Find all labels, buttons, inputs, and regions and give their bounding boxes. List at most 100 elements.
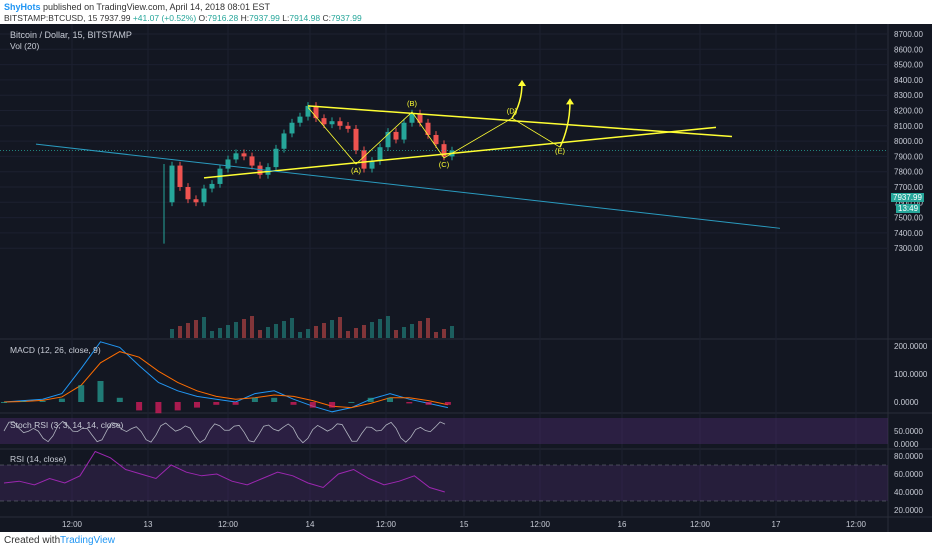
x-tick-label-3: 14 — [306, 520, 315, 529]
x-tick-label-2: 12:00 — [218, 520, 239, 529]
volume-bar — [354, 328, 358, 338]
x-tick-label-0: 12:00 — [62, 520, 83, 529]
macd-histogram-bar — [444, 402, 451, 405]
publish-line: ShyHots published on TradingView.com, Ap… — [4, 2, 270, 12]
candle-body — [409, 113, 415, 123]
volume-bar — [402, 327, 406, 338]
macd-signal-line — [3, 351, 449, 409]
price-tick-label-9: 7800.00 — [894, 168, 923, 177]
candle-body — [369, 160, 375, 169]
publish-info: published on TradingView.com, April 14, … — [43, 2, 271, 12]
candle-body — [313, 105, 319, 119]
volume-bar — [178, 326, 182, 338]
macd-histogram-bar — [348, 402, 355, 403]
last-price: 7937.99 — [99, 13, 131, 23]
arrow-d-shaft — [511, 82, 523, 119]
trendline-lower — [203, 126, 717, 179]
x-tick-label-4: 12:00 — [376, 520, 397, 529]
chart-area[interactable]: (A) (B) (C) (D) (E) 8700.00 8600.00 8500.00 840… — [0, 24, 932, 532]
volume-bar — [306, 329, 310, 338]
candle-body — [241, 153, 247, 157]
close-label: C: — [322, 13, 331, 23]
open-value: 7916.28 — [207, 13, 239, 23]
close-value: 7937.99 — [330, 13, 362, 23]
volume-bar — [418, 321, 422, 338]
x-tick-label-1: 13 — [144, 520, 153, 529]
wave-label-1: (B) — [407, 99, 418, 108]
candle-body — [329, 121, 335, 125]
candle-body — [393, 131, 399, 140]
macd-histogram-bar — [194, 402, 200, 408]
candle-body — [177, 165, 183, 187]
rsi-tick-label-3: 20.0000 — [894, 506, 923, 515]
macd-histogram-bar — [290, 402, 297, 405]
wave-label-0: (A) — [351, 166, 362, 175]
macd-histogram-bar — [78, 385, 85, 402]
high-label: H: — [240, 13, 250, 23]
candle-body — [249, 156, 255, 166]
price-tick-label-6: 8100.00 — [894, 122, 923, 131]
macd-histogram-bar — [174, 402, 181, 411]
macd-histogram-bar — [406, 402, 413, 404]
candle-body — [385, 131, 391, 148]
volume-label: Vol (20) — [10, 41, 40, 51]
macd-histogram-bar — [387, 397, 393, 402]
low-label: L: — [282, 13, 290, 23]
candle-body — [257, 165, 263, 175]
price-tick-label-14: 7300.00 — [894, 244, 923, 253]
candle-body — [273, 148, 279, 168]
macd-histogram-bar — [58, 398, 65, 402]
macd-histogram-bar — [309, 402, 316, 408]
arrow-e-head — [566, 98, 574, 105]
candle-body — [305, 105, 311, 117]
candle-body — [353, 128, 359, 151]
arrow-e-shaft — [559, 101, 571, 148]
price-tick-label-4: 8300.00 — [894, 91, 923, 100]
low-value: 7914.98 — [289, 13, 321, 23]
price-badge: 7937.99 — [891, 193, 924, 202]
chart-svg[interactable]: (A) (B) (C) (D) (E) 8700.00 8600.00 8500.00 840… — [0, 24, 932, 532]
macd-histogram-bar — [251, 397, 258, 402]
volume-bar — [330, 320, 334, 338]
price-tick-label-11: 7600.00 — [894, 198, 923, 207]
x-tick-label-10: 12:00 — [846, 520, 867, 529]
volume-bar — [426, 318, 430, 338]
rsi-line — [3, 450, 445, 493]
rsi-tick-label-0: 80.0000 — [894, 452, 923, 461]
time-badge: 13:49 — [896, 204, 921, 213]
volume-bar — [378, 319, 382, 338]
price-tick-label-7: 8000.00 — [894, 137, 923, 146]
candle-body — [289, 122, 295, 134]
wave-label-4: (E) — [555, 146, 566, 155]
symbol: BITSTAMP:BTCUSD, 15 — [4, 13, 98, 23]
macd-tick-label-0: 200.0000 — [894, 342, 928, 351]
volume-bar — [282, 321, 286, 338]
wave-path — [307, 107, 561, 165]
stoch-rsi-label: Stoch RSI (3, 3, 14, 14, close) — [10, 420, 124, 430]
x-tick-label-9: 17 — [772, 520, 781, 529]
macd-histogram-bar — [116, 397, 123, 402]
volume-bar — [274, 324, 278, 338]
volume-bar — [386, 316, 390, 338]
volume-bar — [410, 324, 414, 338]
tradingview-logo[interactable]: TradingView — [60, 535, 116, 546]
volume-bar — [202, 317, 206, 338]
x-tick-label-6: 12:00 — [530, 520, 551, 529]
macd-histogram-bar — [367, 397, 374, 402]
candle-body — [169, 165, 175, 203]
volume-bar — [186, 323, 190, 338]
volume-bar — [442, 329, 446, 338]
macd-histogram-bar — [20, 401, 27, 402]
volume-bar — [298, 332, 302, 338]
macd-histogram-bar — [155, 402, 162, 414]
volume-bar — [394, 330, 398, 338]
x-tick-label-5: 15 — [460, 520, 469, 529]
candle-body — [361, 150, 367, 169]
candle-body — [193, 199, 199, 203]
candle-body — [225, 159, 231, 169]
trendline-support — [35, 143, 781, 229]
volume-bar — [322, 323, 326, 338]
macd-histogram-bar — [425, 402, 432, 405]
author-link[interactable]: ShyHots — [4, 2, 41, 12]
